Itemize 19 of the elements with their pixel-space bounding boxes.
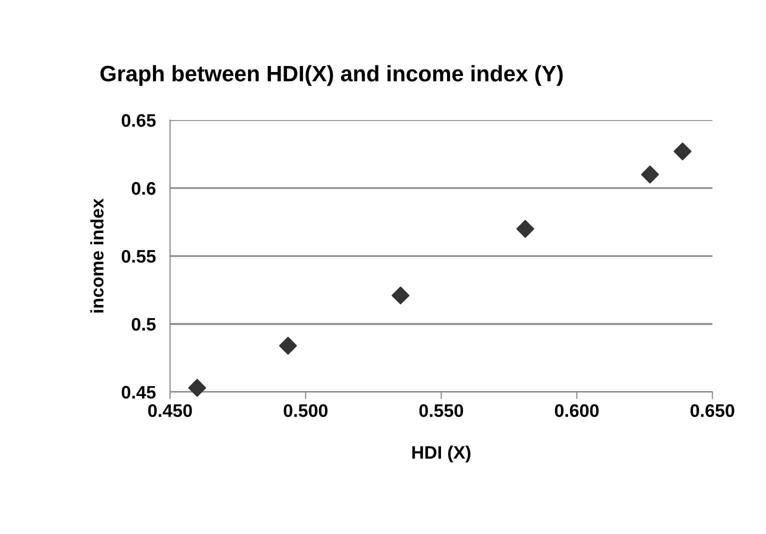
- point: [279, 336, 297, 355]
- y-axis-title: income index: [90, 198, 104, 312]
- x-tick-label: 0.450: [148, 404, 192, 418]
- x-tick-label: 0.550: [419, 404, 464, 418]
- x-tick-label: 0.650: [690, 404, 734, 418]
- y-tick-label: 0.5: [132, 318, 156, 331]
- point: [641, 166, 659, 184]
- y-tick-label: 0.55: [122, 250, 156, 263]
- y-tick-label: 0.45: [122, 386, 156, 399]
- y-tick-label: 0.6: [132, 182, 156, 195]
- point: [392, 286, 410, 304]
- point: [516, 220, 534, 238]
- x-axis-title: HDI (X): [412, 446, 470, 462]
- chart-title: Graph between HDI(X) and income index (Y): [100, 65, 563, 86]
- point: [188, 378, 206, 397]
- x-tick-label: 0.500: [284, 404, 328, 418]
- y-tick-label: 0.65: [122, 114, 156, 127]
- x-tick-label: 0.600: [554, 404, 599, 418]
- point: [674, 142, 692, 160]
